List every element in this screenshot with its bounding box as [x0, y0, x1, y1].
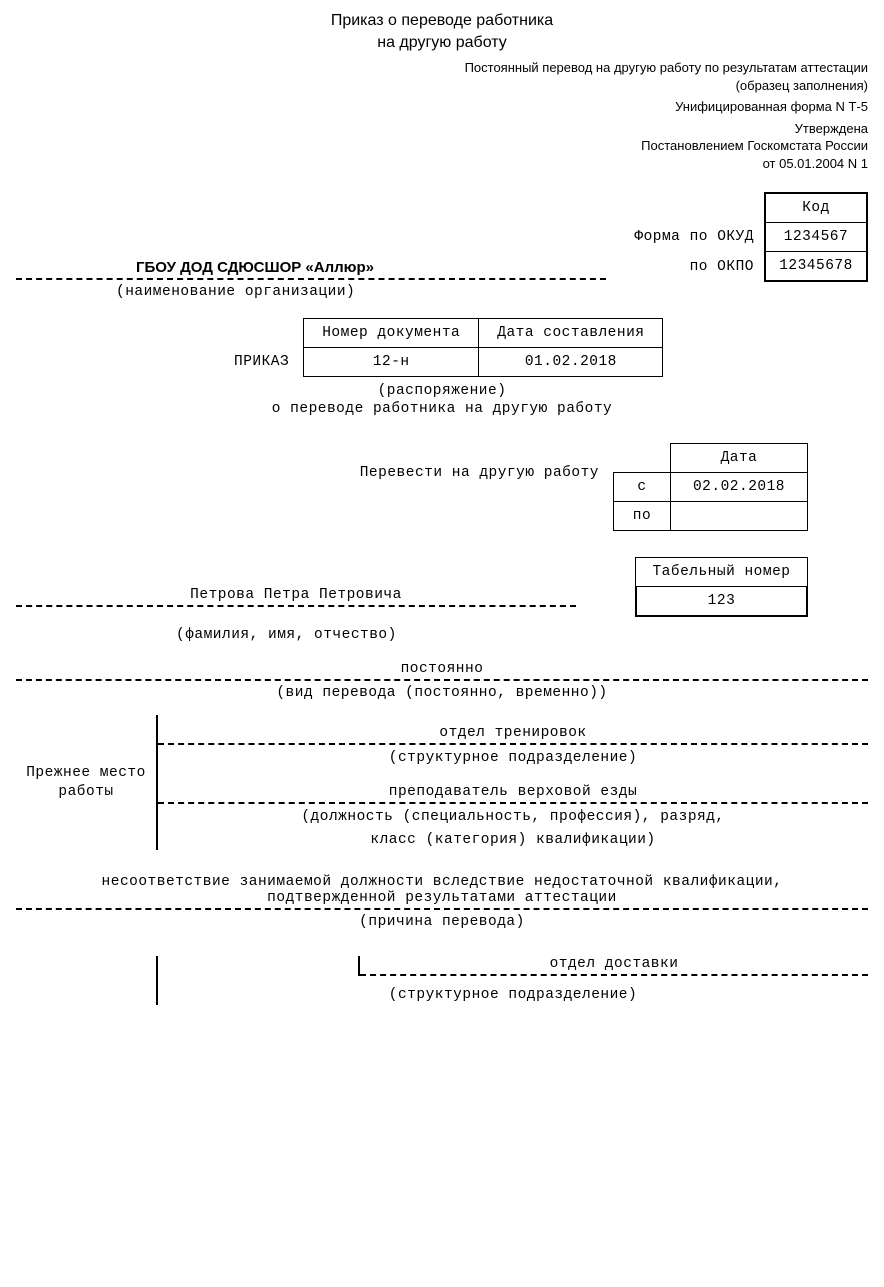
transfer-from-label: с — [613, 473, 670, 502]
tabnum-header: Табельный номер — [636, 558, 807, 587]
new-dept-value: отдел доставки — [360, 956, 868, 976]
okud-label: Форма по ОКУД — [626, 223, 765, 252]
order-sub1: (распоряжение) — [16, 383, 868, 399]
header-note-3b: Постановлением Госкомстата России — [408, 137, 868, 155]
reason-caption: (причина перевода) — [16, 914, 868, 930]
order-sub2: о переводе работника на другую работу — [16, 401, 868, 417]
okud-value: 1234567 — [765, 223, 867, 252]
order-label: ПРИКАЗ — [216, 348, 304, 377]
title-line-2: на другую работу — [16, 32, 868, 54]
order-table: Номер документа Дата составления ПРИКАЗ … — [216, 318, 663, 377]
transfer-label: Перевести на другую работу — [338, 444, 614, 502]
code-header: Код — [765, 193, 867, 223]
header-note-1: Постоянный перевод на другую работу по р… — [408, 59, 868, 94]
prev-position-caption-2: класс (категория) квалификации) — [158, 831, 868, 850]
prev-dept-value: отдел тренировок — [158, 725, 868, 745]
document-title: Приказ о переводе работника на другую ра… — [16, 10, 868, 53]
title-line-1: Приказ о переводе работника — [16, 10, 868, 32]
doc-num-value: 12-н — [304, 348, 479, 377]
reason-value-2: подтвержденной результатами аттестации — [16, 890, 868, 910]
transfer-from-date: 02.02.2018 — [670, 473, 807, 502]
prev-job-label: Прежнее место работы — [16, 715, 156, 850]
organization-name: ГБОУ ДОД СДЮСШОР «Аллюр» — [16, 259, 868, 276]
tabnum-value: 123 — [636, 587, 807, 617]
header-note-2: Унифицированная форма N Т-5 — [408, 98, 868, 116]
fio-caption: (фамилия, имя, отчество) — [16, 627, 868, 643]
transfer-to-date — [670, 502, 807, 531]
header-note-3c: от 05.01.2004 N 1 — [408, 155, 868, 173]
tabnum-table: Табельный номер 123 — [635, 557, 808, 617]
doc-date-value: 01.02.2018 — [479, 348, 663, 377]
transfer-type-caption: (вид перевода (постоянно, временно)) — [16, 685, 868, 701]
prev-position-caption-1: (должность (специальность, профессия), р… — [158, 808, 868, 827]
new-dept-caption: (структурное подразделение) — [158, 986, 868, 1005]
header-note-3a: Утверждена — [408, 120, 868, 138]
transfer-type-value: постоянно — [16, 661, 868, 681]
transfer-table: Перевести на другую работу Дата с 02.02.… — [338, 443, 808, 531]
transfer-date-header: Дата — [670, 444, 807, 473]
doc-num-header: Номер документа — [304, 319, 479, 348]
reason-value-1: несоответствие занимаемой должности всле… — [16, 874, 868, 890]
fio-value: Петрова Петра Петровича — [16, 587, 576, 607]
organization-caption: (наименование организации) — [16, 284, 868, 300]
prev-dept-caption: (структурное подразделение) — [158, 749, 868, 768]
header-note-3: Утверждена Постановлением Госкомстата Ро… — [408, 120, 868, 173]
transfer-to-label: по — [613, 502, 670, 531]
doc-date-header: Дата составления — [479, 319, 663, 348]
prev-position-value: преподаватель верховой езды — [158, 784, 868, 804]
